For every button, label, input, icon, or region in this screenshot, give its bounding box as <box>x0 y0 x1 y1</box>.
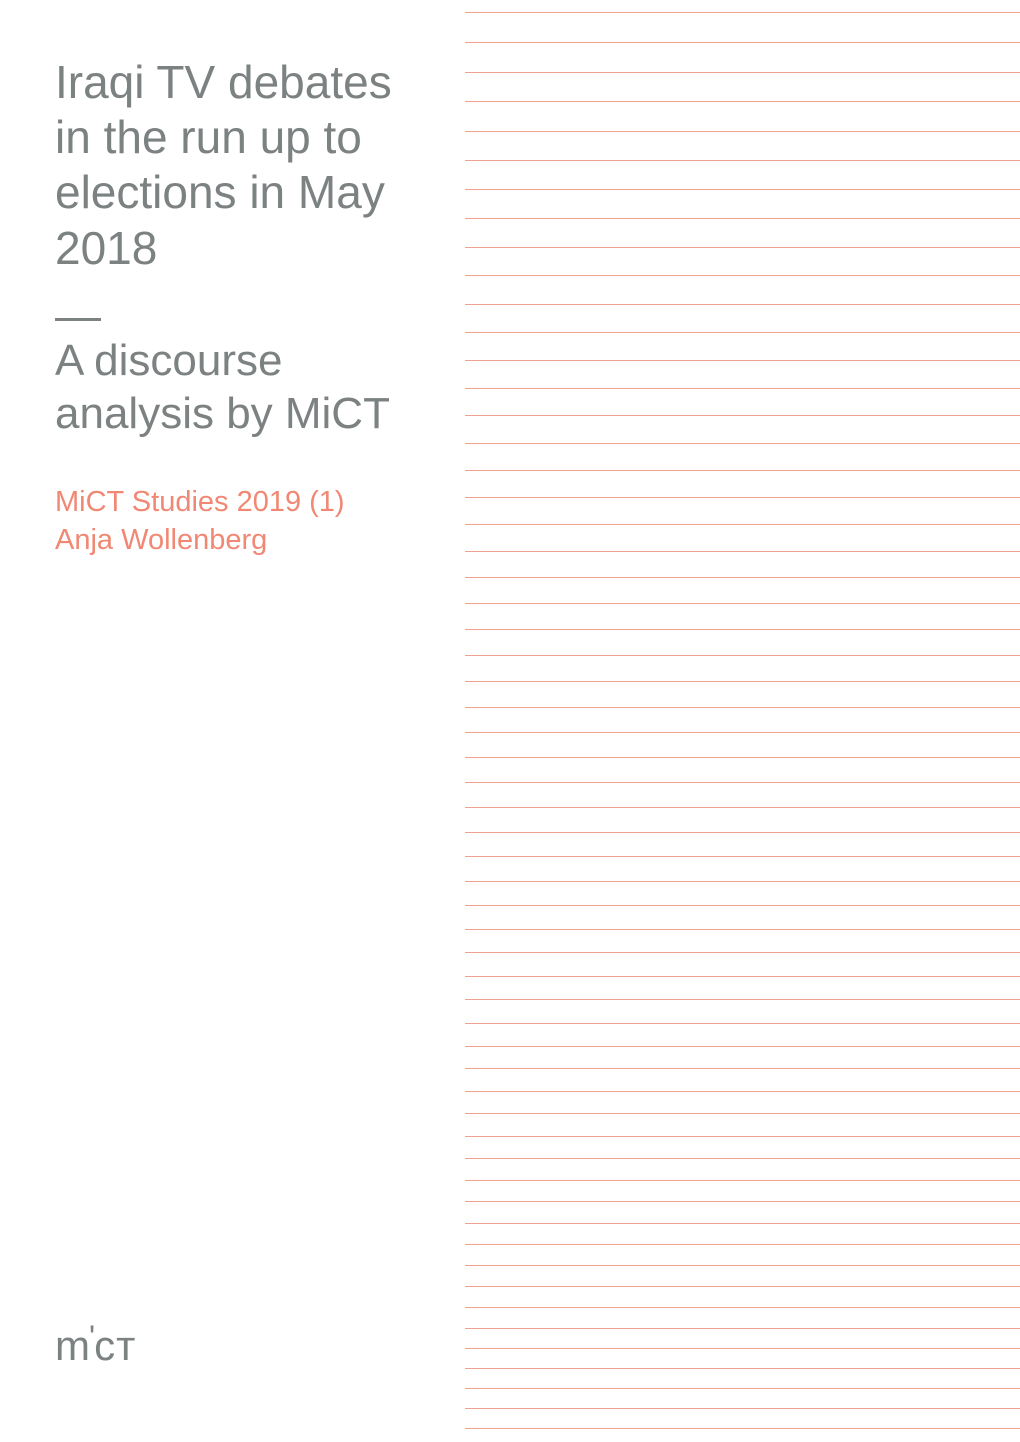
decorative-line <box>465 1136 1020 1137</box>
decorative-line <box>465 1244 1020 1245</box>
decorative-line <box>465 1328 1020 1329</box>
decorative-line <box>465 1428 1020 1429</box>
decorative-line <box>465 388 1020 389</box>
meta-block: MiCT Studies 2019 (1) Anja Wollenberg <box>55 484 435 559</box>
decorative-line <box>465 707 1020 708</box>
decorative-line <box>465 655 1020 656</box>
decorative-line <box>465 603 1020 604</box>
decorative-line <box>465 1023 1020 1024</box>
decorative-line <box>465 1286 1020 1287</box>
document-title: Iraqi TV debates in the run up to electi… <box>55 55 435 276</box>
decorative-line <box>465 72 1020 73</box>
decorative-line <box>465 524 1020 525</box>
decorative-line <box>465 101 1020 102</box>
decorative-line <box>465 807 1020 808</box>
decorative-line <box>465 629 1020 630</box>
decorative-line <box>465 999 1020 1000</box>
decorative-line <box>465 160 1020 161</box>
decorative-line <box>465 1113 1020 1114</box>
decorative-line <box>465 1368 1020 1369</box>
decorative-line <box>465 360 1020 361</box>
decorative-line <box>465 497 1020 498</box>
decorative-line <box>465 12 1020 13</box>
decorative-line <box>465 856 1020 857</box>
decorative-line <box>465 757 1020 758</box>
decorative-line <box>465 681 1020 682</box>
decorative-line <box>465 1068 1020 1069</box>
decorative-line <box>465 1265 1020 1266</box>
decorative-line <box>465 1046 1020 1047</box>
decorative-line <box>465 131 1020 132</box>
decorative-line <box>465 332 1020 333</box>
decorative-line <box>465 275 1020 276</box>
decorative-line <box>465 782 1020 783</box>
decorative-line <box>465 905 1020 906</box>
decorative-line <box>465 470 1020 471</box>
decorative-line <box>465 247 1020 248</box>
decorative-line <box>465 976 1020 977</box>
decorative-line <box>465 551 1020 552</box>
decorative-line <box>465 218 1020 219</box>
decorative-line <box>465 929 1020 930</box>
decorative-line <box>465 1180 1020 1181</box>
document-subtitle: A discourse analysis by MiCT <box>55 335 435 441</box>
decorative-lines-panel <box>465 0 1020 1442</box>
decorative-line <box>465 443 1020 444</box>
mict-logo: m'cᴛ <box>55 1322 136 1370</box>
text-column: Iraqi TV debates in the run up to electi… <box>55 55 435 560</box>
decorative-line <box>465 577 1020 578</box>
decorative-line <box>465 1091 1020 1092</box>
decorative-line <box>465 952 1020 953</box>
decorative-line <box>465 304 1020 305</box>
author-name: Anja Wollenberg <box>55 522 435 560</box>
decorative-line <box>465 732 1020 733</box>
logo-glyph: m'cᴛ <box>55 1322 136 1369</box>
series-label: MiCT Studies 2019 (1) <box>55 484 435 522</box>
decorative-line <box>465 1307 1020 1308</box>
decorative-line <box>465 415 1020 416</box>
divider-rule <box>55 318 101 321</box>
decorative-line <box>465 1408 1020 1409</box>
decorative-line <box>465 1223 1020 1224</box>
decorative-line <box>465 1388 1020 1389</box>
decorative-line <box>465 42 1020 43</box>
decorative-line <box>465 1348 1020 1349</box>
decorative-line <box>465 881 1020 882</box>
decorative-line <box>465 832 1020 833</box>
decorative-line <box>465 1158 1020 1159</box>
decorative-line <box>465 1201 1020 1202</box>
decorative-line <box>465 189 1020 190</box>
